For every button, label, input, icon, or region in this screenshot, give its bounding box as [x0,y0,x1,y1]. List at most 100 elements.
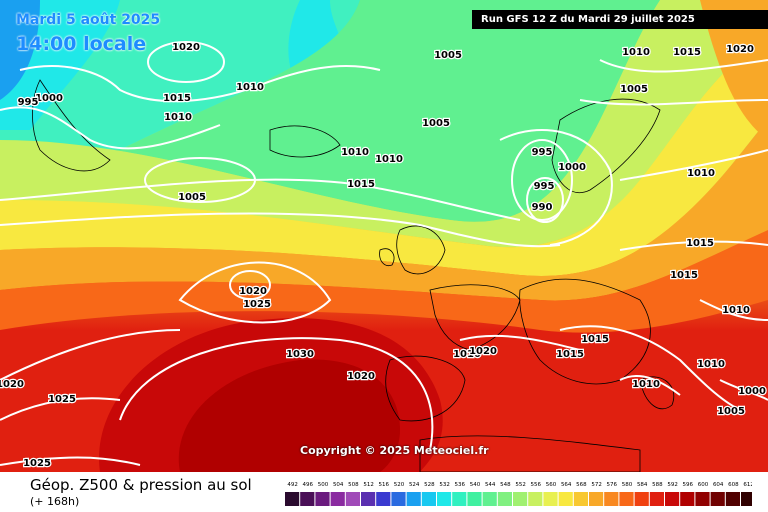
legend-swatch [619,492,634,506]
legend-swatch [589,492,604,506]
legend-swatch [345,492,360,506]
legend-swatch [710,492,725,506]
legend-value: 520 [394,482,405,488]
legend-value: 508 [348,482,359,488]
isobar-label: 1020 [0,379,24,390]
legend-swatch [421,492,436,506]
legend-swatch [513,492,528,506]
isobar-label: 1005 [422,118,450,129]
isobar-label: 1010 [622,47,650,58]
legend-value: 548 [500,482,511,488]
isobar-label: 1015 [556,349,584,360]
cold-core-deep [0,0,40,100]
legend-value: 556 [531,482,542,488]
legend-value: 584 [637,482,648,488]
legend-swatch [315,492,330,506]
run-info: Run GFS 12 Z du Mardi 29 juillet 2025 [472,10,768,29]
legend-swatch [376,492,391,506]
isobar-label: 1005 [717,406,745,417]
footer: Géop. Z500 & pression au sol (+ 168h) 49… [0,472,768,512]
legend-value: 604 [713,482,724,488]
isobar-label: 1010 [632,379,660,390]
isobar-label: 1000 [738,386,766,397]
footer-subtitle: (+ 168h) [30,495,80,508]
isobar-label: 1010 [375,154,403,165]
warm-ridge-core [178,359,400,472]
legend-value: 504 [333,482,344,488]
legend-swatch [649,492,664,506]
legend-swatch [528,492,543,506]
isobar-label: 1005 [620,84,648,95]
isobar-label: 1010 [697,359,725,370]
legend-swatch [604,492,619,506]
isobar-label: 1000 [35,93,63,104]
color-legend: 492 496 500 504 508 512 516 520 524 528 532 536 540 5… [285,482,752,506]
legend-value: 564 [561,482,572,488]
isobar-label: 1025 [23,458,51,469]
legend-value: 572 [591,482,602,488]
isobar-label: 1015 [670,270,698,281]
map-canvas: 1020101010151010100099510051005100510101… [0,0,768,472]
isobar-label: 1015 [581,334,609,345]
isobar-label: 990 [532,202,553,213]
ne-warm [700,0,768,140]
legend-swatch [361,492,376,506]
isobar-label: 1000 [558,162,586,173]
isobar-label: 995 [532,147,553,158]
legend-value: 524 [409,482,420,488]
legend-value: 596 [683,482,694,488]
isobar-lines [0,41,768,466]
legend-value: 608 [728,482,739,488]
legend-swatch [680,492,695,506]
isobar-label: 1015 [163,93,191,104]
isobar-label: 1010 [722,305,750,316]
copyright: Copyright © 2025 Meteociel.fr [300,444,489,457]
isobar-label: 1010 [164,112,192,123]
legend-value: 600 [698,482,709,488]
legend-swatch [300,492,315,506]
legend-value: 528 [424,482,435,488]
forecast-time: 14:00 locale [16,33,147,55]
legend-value: 580 [622,482,633,488]
isobar-label: 1010 [687,168,715,179]
isobar-label: 1025 [243,299,271,310]
legend-value: 552 [515,482,526,488]
yellowgreen-band [0,0,768,248]
legend-value: 496 [303,482,314,488]
isobar-label: 1010 [341,147,369,158]
isobar-label: 1015 [347,179,375,190]
legend-value: 532 [439,482,450,488]
weather-map: 1020 1010 1015 1010 1000 995 1005 1005 1005 1010 1… [0,0,768,472]
coastlines [32,79,675,472]
forecast-date: Mardi 5 août 2025 [16,12,161,28]
isobar-labels: 1020101010151010100099510051005100510101… [0,41,767,471]
isobar-label: 1030 [286,349,314,360]
orange-band [0,120,768,301]
legend-swatch [330,492,345,506]
legend-value: 516 [379,482,390,488]
legend-swatch [573,492,588,506]
legend-swatch [725,492,740,506]
isobar-label: 1010 [236,82,264,93]
legend-swatch [695,492,710,506]
isobar-label: 1020 [347,371,375,382]
isobar-label: 995 [534,181,555,192]
legend-swatch [741,492,752,506]
legend-swatch [543,492,558,506]
legend-value: 500 [318,482,329,488]
legend-value: 544 [485,482,496,488]
legend-value: 512 [363,482,374,488]
legend-swatch [665,492,680,506]
isobar-label: 1020 [469,346,497,357]
isobar-label: 1010 [453,349,481,360]
legend-value: 540 [470,482,481,488]
isobar-label: 1020 [172,42,200,53]
yellow-band [0,40,768,276]
legend-value: 536 [455,482,466,488]
legend-swatch [634,492,649,506]
isobar-label: 1015 [673,47,701,58]
legend-value: 576 [607,482,618,488]
legend-value: 568 [576,482,587,488]
footer-title: Géop. Z500 & pression au sol [30,476,252,494]
isobar-label: 1015 [686,238,714,249]
